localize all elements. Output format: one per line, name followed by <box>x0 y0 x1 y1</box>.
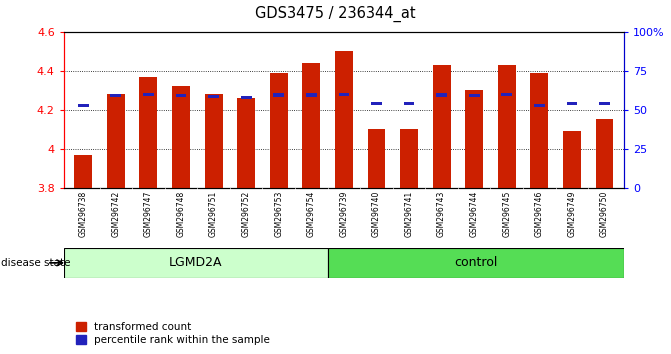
Bar <box>563 131 581 188</box>
Text: GSM296749: GSM296749 <box>568 190 576 237</box>
Text: GSM296753: GSM296753 <box>274 190 283 237</box>
Text: GSM296747: GSM296747 <box>144 190 153 237</box>
Text: GSM296748: GSM296748 <box>176 190 185 237</box>
Text: GSM296752: GSM296752 <box>242 190 251 237</box>
Bar <box>433 65 450 188</box>
Bar <box>140 77 158 188</box>
Text: disease state: disease state <box>1 258 71 268</box>
Bar <box>371 102 382 105</box>
Text: GSM296738: GSM296738 <box>79 190 88 237</box>
Bar <box>306 93 317 97</box>
Bar <box>303 63 320 188</box>
Bar <box>78 104 89 107</box>
Bar <box>338 93 350 96</box>
Bar <box>404 102 415 105</box>
Text: LGMD2A: LGMD2A <box>169 256 222 269</box>
Bar <box>241 96 252 99</box>
Bar <box>111 95 121 97</box>
Bar <box>599 102 610 105</box>
Bar <box>238 98 255 188</box>
Bar <box>501 93 512 96</box>
FancyBboxPatch shape <box>64 248 327 278</box>
FancyBboxPatch shape <box>327 248 624 278</box>
Text: control: control <box>454 256 497 269</box>
Bar <box>469 95 480 97</box>
Text: GDS3475 / 236344_at: GDS3475 / 236344_at <box>255 5 416 22</box>
Text: GSM296751: GSM296751 <box>209 190 218 237</box>
Bar <box>368 129 385 188</box>
Text: GSM296744: GSM296744 <box>470 190 478 237</box>
Text: GSM296739: GSM296739 <box>340 190 348 237</box>
Bar <box>172 86 190 188</box>
Bar <box>530 73 548 188</box>
Bar <box>107 94 125 188</box>
Text: GSM296746: GSM296746 <box>535 190 544 237</box>
Bar <box>400 129 418 188</box>
Bar <box>176 95 187 97</box>
Text: GSM296745: GSM296745 <box>503 190 511 237</box>
Bar <box>566 102 577 105</box>
Bar <box>436 93 447 97</box>
Bar <box>270 73 288 188</box>
Bar <box>143 93 154 96</box>
Bar <box>498 65 516 188</box>
Bar <box>534 104 545 107</box>
Bar <box>273 93 284 97</box>
Bar <box>205 94 223 188</box>
Bar <box>208 95 219 98</box>
Text: GSM296750: GSM296750 <box>600 190 609 237</box>
Bar <box>465 90 483 188</box>
Text: GSM296741: GSM296741 <box>405 190 413 237</box>
Legend: transformed count, percentile rank within the sample: transformed count, percentile rank withi… <box>76 322 270 345</box>
Bar <box>596 120 613 188</box>
Bar <box>335 51 353 188</box>
Bar <box>74 155 92 188</box>
Text: GSM296754: GSM296754 <box>307 190 316 237</box>
Text: GSM296743: GSM296743 <box>437 190 446 237</box>
Text: GSM296740: GSM296740 <box>372 190 381 237</box>
Text: GSM296742: GSM296742 <box>111 190 120 237</box>
